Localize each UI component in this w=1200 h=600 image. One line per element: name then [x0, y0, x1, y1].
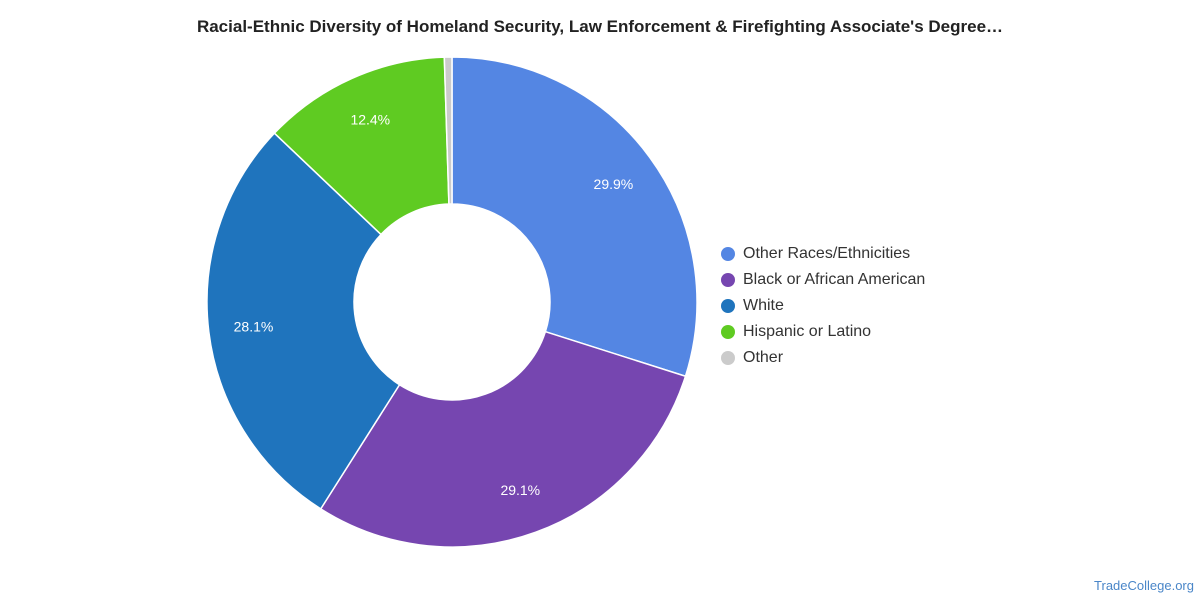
- slice-black-or-african-american[interactable]: [319, 330, 687, 548]
- legend-swatch-icon: [721, 273, 735, 287]
- legend-item-other[interactable]: Other: [721, 345, 925, 371]
- slice-labels: 29.9% 29.1% 28.1% 12.4%: [234, 112, 634, 499]
- legend-item-black-or-african-american[interactable]: Black or African American: [721, 267, 925, 293]
- slice-other-races-ethnicities[interactable]: [451, 56, 698, 378]
- slice-label-white: 28.1%: [234, 318, 274, 334]
- chart-title: Racial-Ethnic Diversity of Homeland Secu…: [196, 17, 1004, 36]
- legend-label: White: [743, 297, 784, 314]
- slice-white[interactable]: [206, 132, 401, 510]
- source-credit[interactable]: TradeCollege.org: [1094, 578, 1194, 593]
- legend-swatch-icon: [721, 325, 735, 339]
- legend-swatch-icon: [721, 299, 735, 313]
- chart-legend: Other Races/Ethnicities Black or African …: [721, 241, 925, 371]
- slice-hispanic-or-latino[interactable]: [273, 56, 450, 236]
- legend-swatch-icon: [721, 247, 735, 261]
- slice-other[interactable]: [443, 56, 453, 205]
- legend-item-white[interactable]: White: [721, 293, 925, 319]
- legend-label: Other Races/Ethnicities: [743, 245, 911, 262]
- donut-slices: [206, 56, 698, 548]
- slice-label-black-or-african-american: 29.1%: [500, 482, 540, 498]
- legend-swatch-icon: [721, 351, 735, 365]
- slice-label-other-races-ethnicities: 29.9%: [594, 176, 634, 192]
- legend-item-hispanic-or-latino[interactable]: Hispanic or Latino: [721, 319, 925, 345]
- legend-label: Hispanic or Latino: [743, 323, 872, 340]
- legend-label: Black or African American: [743, 271, 926, 288]
- legend-label: Other: [743, 349, 784, 366]
- slice-label-hispanic-or-latino: 12.4%: [350, 112, 390, 128]
- legend-item-other-races-ethnicities[interactable]: Other Races/Ethnicities: [721, 241, 925, 267]
